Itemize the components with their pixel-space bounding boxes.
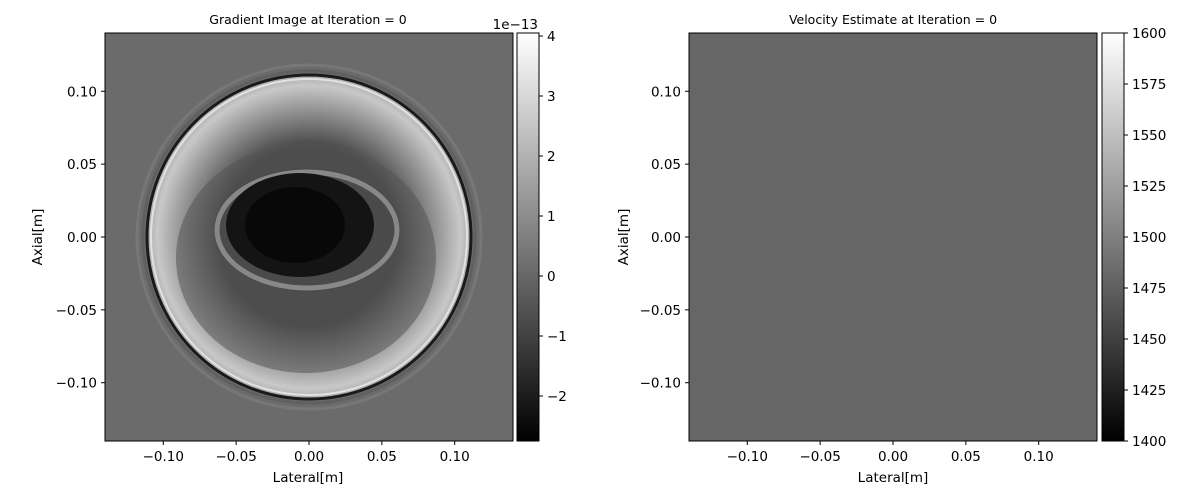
y-tick-label: −0.10 bbox=[640, 376, 681, 392]
colorbar-tick-label: 4 bbox=[547, 29, 556, 45]
y-tick-label: 0.05 bbox=[67, 157, 97, 173]
gradient-darkest-core bbox=[245, 187, 345, 263]
colorbar-tick-label: 1400 bbox=[1132, 434, 1166, 450]
colorbar-tick-label: 1600 bbox=[1132, 26, 1166, 42]
x-tick-label: 0.10 bbox=[1024, 449, 1054, 465]
colorbar-tick-label: 3 bbox=[547, 89, 556, 105]
velocity-image bbox=[688, 32, 1098, 442]
gradient-outer-halo-dark bbox=[141, 69, 477, 405]
velocity-image-field bbox=[689, 33, 1097, 441]
colorbar-tick-label: 1575 bbox=[1132, 77, 1166, 93]
colorbar-tick-label: 1525 bbox=[1132, 179, 1166, 195]
left-colorbar bbox=[516, 32, 540, 442]
tick-marks: −0.10 −0.05 0.00 0.05 0.10 0.10 0.05 0.00 −0.05 −… bbox=[56, 26, 1167, 465]
colorbar-tick-label: 1500 bbox=[1132, 230, 1166, 246]
y-tick-label: −0.10 bbox=[56, 376, 97, 392]
y-tick-label: 0.10 bbox=[651, 84, 681, 100]
left-plot-title: Gradient Image at Iteration = 0 bbox=[209, 12, 406, 27]
x-tick-label: −0.10 bbox=[143, 449, 184, 465]
y-tick-label: 0.05 bbox=[651, 157, 681, 173]
colorbar-tick-label: 1 bbox=[547, 209, 556, 225]
colorbar-tick-label: −2 bbox=[547, 389, 567, 405]
x-tick-label: 0.00 bbox=[878, 449, 908, 465]
colorbar-tick-label: 1425 bbox=[1132, 383, 1166, 399]
x-tick-label: −0.05 bbox=[215, 449, 256, 465]
y-tick-label: 0.00 bbox=[67, 230, 97, 246]
colorbar-tick-label: 2 bbox=[547, 149, 556, 165]
colorbar-tick-label: −1 bbox=[547, 329, 567, 345]
gradient-rim-highlight bbox=[150, 78, 468, 396]
colorbar-tick-label: 1475 bbox=[1132, 281, 1166, 297]
y-tick-label: −0.05 bbox=[56, 303, 97, 319]
x-tick-label: −0.05 bbox=[799, 449, 840, 465]
right-ylabel: Axial[m] bbox=[616, 209, 632, 266]
x-tick-label: 0.05 bbox=[951, 449, 981, 465]
x-tick-label: 0.00 bbox=[294, 449, 324, 465]
colorbar-tick-label: 1450 bbox=[1132, 332, 1166, 348]
y-tick-label: 0.10 bbox=[67, 84, 97, 100]
right-colorbar bbox=[1101, 32, 1125, 442]
y-tick-label: 0.00 bbox=[651, 230, 681, 246]
x-tick-label: 0.05 bbox=[367, 449, 397, 465]
gradient-rim bbox=[145, 73, 473, 401]
x-tick-label: 0.10 bbox=[440, 449, 470, 465]
colorbar-tick-label: 0 bbox=[547, 269, 556, 285]
left-xlabel: Lateral[m] bbox=[273, 470, 344, 486]
y-tick-label: −0.05 bbox=[640, 303, 681, 319]
left-ylabel: Axial[m] bbox=[30, 209, 46, 266]
gradient-core-ring bbox=[214, 169, 400, 291]
x-tick-label: −0.10 bbox=[727, 449, 768, 465]
right-xlabel: Lateral[m] bbox=[858, 470, 929, 486]
colorbar-tick-label: 1550 bbox=[1132, 128, 1166, 144]
gradient-image bbox=[104, 32, 514, 442]
gradient-outer-halo bbox=[135, 63, 483, 411]
right-plot-title: Velocity Estimate at Iteration = 0 bbox=[789, 12, 997, 27]
left-colorbar-offset-label: 1e−13 bbox=[493, 17, 538, 33]
